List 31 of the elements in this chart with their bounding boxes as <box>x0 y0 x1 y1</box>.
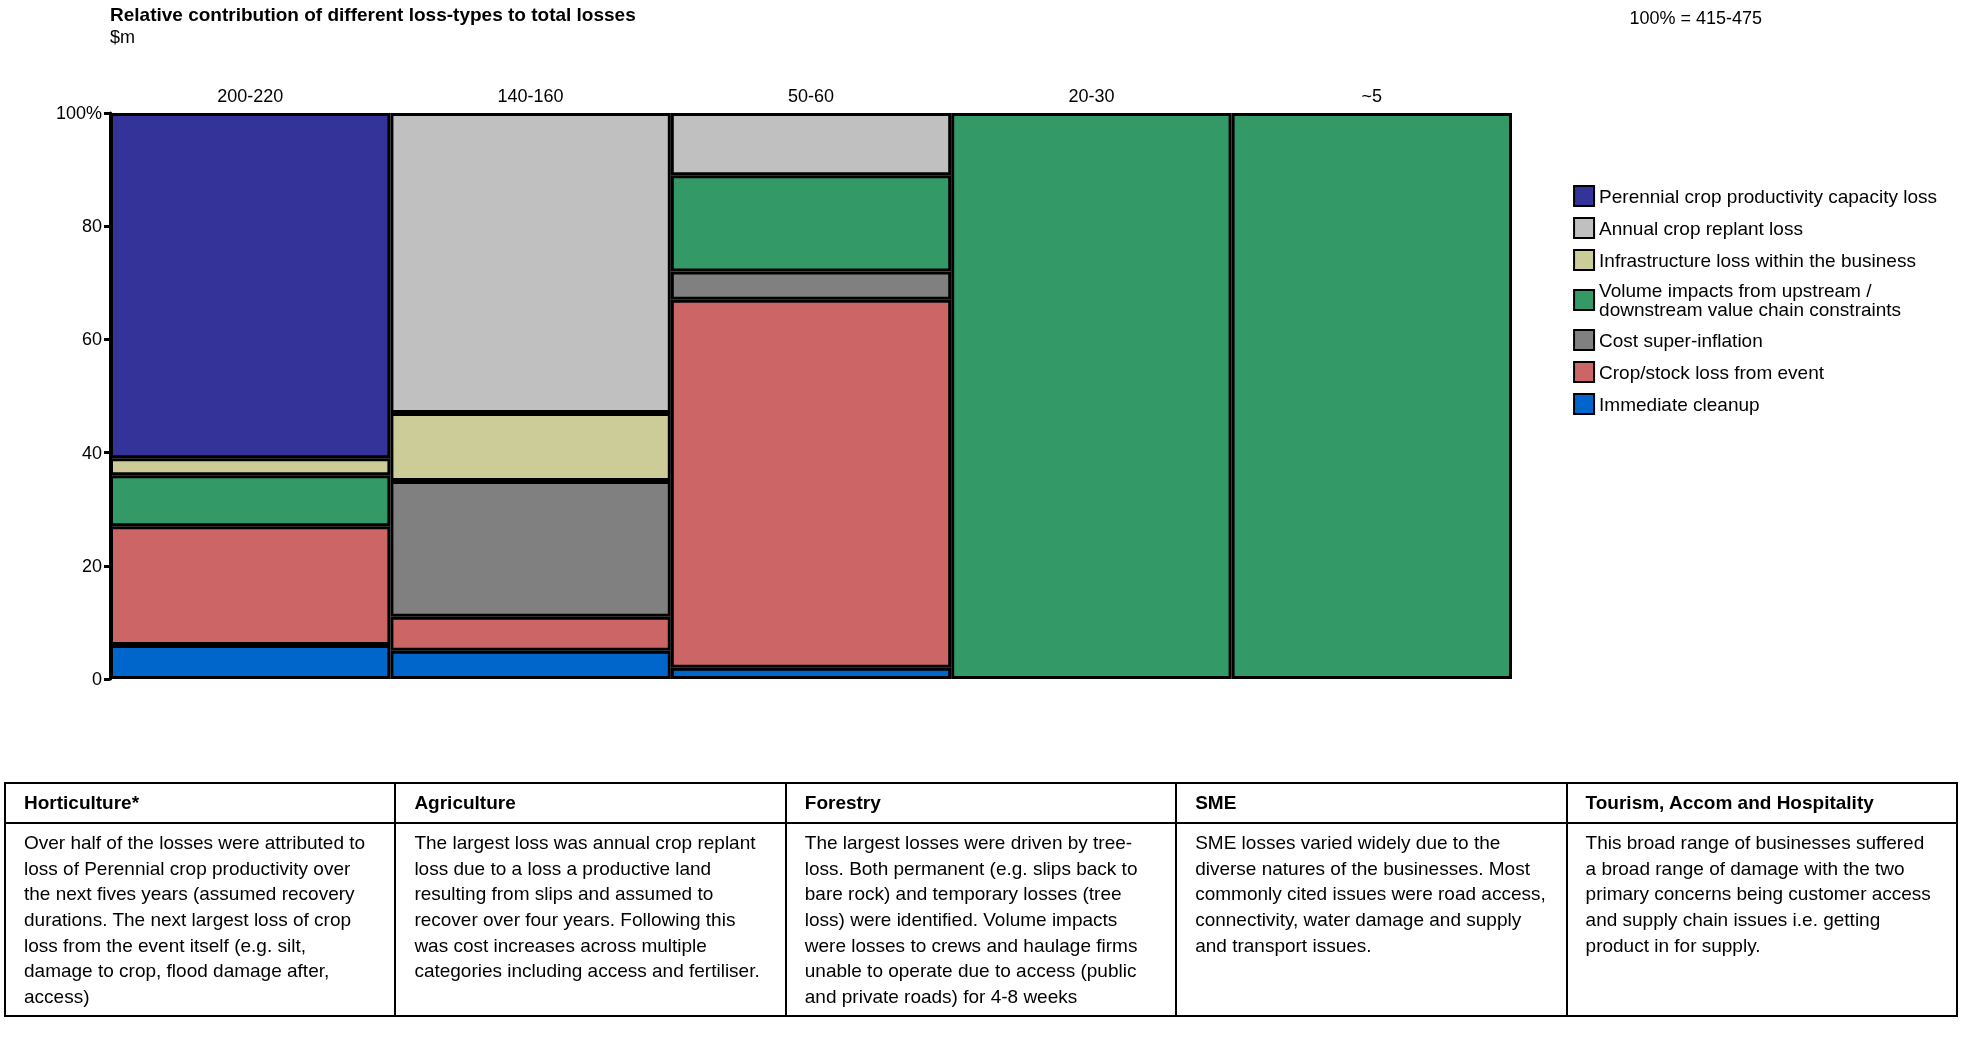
x-tick-label: 140-160 <box>497 86 564 106</box>
y-tick-label: 20 <box>81 555 102 576</box>
y-tick-label: 80 <box>81 216 102 237</box>
x-tick-label: 50-60 <box>787 86 835 106</box>
text: Tourism, Accom and Hospitality <box>1566 783 1957 823</box>
y-tick-label: 40 <box>81 442 102 463</box>
legend-label: Crop/stock loss from event <box>1599 361 1825 383</box>
legend-label: Volume impacts from upstream / downstream value chain constraints <box>1599 280 1902 320</box>
x-tick-label: 200-220 <box>217 86 284 106</box>
text: Agriculture <box>395 783 786 823</box>
chart-subtitle: $m <box>110 27 136 47</box>
x-tick-label: ~5 <box>1361 86 1383 106</box>
legend-label: Immediate cleanup <box>1599 393 1760 415</box>
y-tick-label: 60 <box>81 329 102 350</box>
legend-label: Annual crop replant loss <box>1599 217 1803 239</box>
text: The largest loss was annual crop replant loss due to a loss a productive land resulting from slips and assumed to recover over four years. Following this was cost increases across multiple categories including access and fertiliser. <box>395 823 786 1017</box>
legend-label: Perennial crop productivity capacity loss <box>1599 185 1937 207</box>
text: This broad range of businesses suffered a broad range of damage with the two primary concerns being customer access and supply chain issues i.e. getting product in for supply. <box>1566 823 1957 1017</box>
x-tick-label: 20-30 <box>1068 86 1115 106</box>
legend-label: Cost super-inflation <box>1599 329 1763 351</box>
chart-title: Relative contribution of different loss-types to total losses <box>110 4 636 25</box>
text: SME <box>1176 783 1567 823</box>
legend-label: Infrastructure loss within the business <box>1599 249 1916 271</box>
text: The largest losses were driven by tree-loss. Both permanent (e.g. slips back to bare rock) and temporary losses (tree loss) were identified. Volume impacts were losses to crews and haulage firms unable to operate due to access (public and private roads) for 4-8 weeks <box>785 823 1177 1017</box>
text: 100% = 415-475 <box>1629 8 1762 29</box>
text: SME losses varied widely due to the diverse natures of the businesses. Most commonly cited issues were road access, connectivity, water damage and supply and transport issues. <box>1176 823 1567 1017</box>
text: Over half of the losses were attributed to loss of Perennial crop productivity over the next fives years (assumed recovery durations. The next largest loss of crop loss from the event itself (e.g. silt, damage to crop, flood damage after, access) <box>5 823 396 1017</box>
text: Forestry <box>785 783 1177 823</box>
y-tick-label: 0 <box>91 669 102 689</box>
y-tick-label: 100% <box>55 103 102 123</box>
text: Horticulture* <box>5 783 396 823</box>
